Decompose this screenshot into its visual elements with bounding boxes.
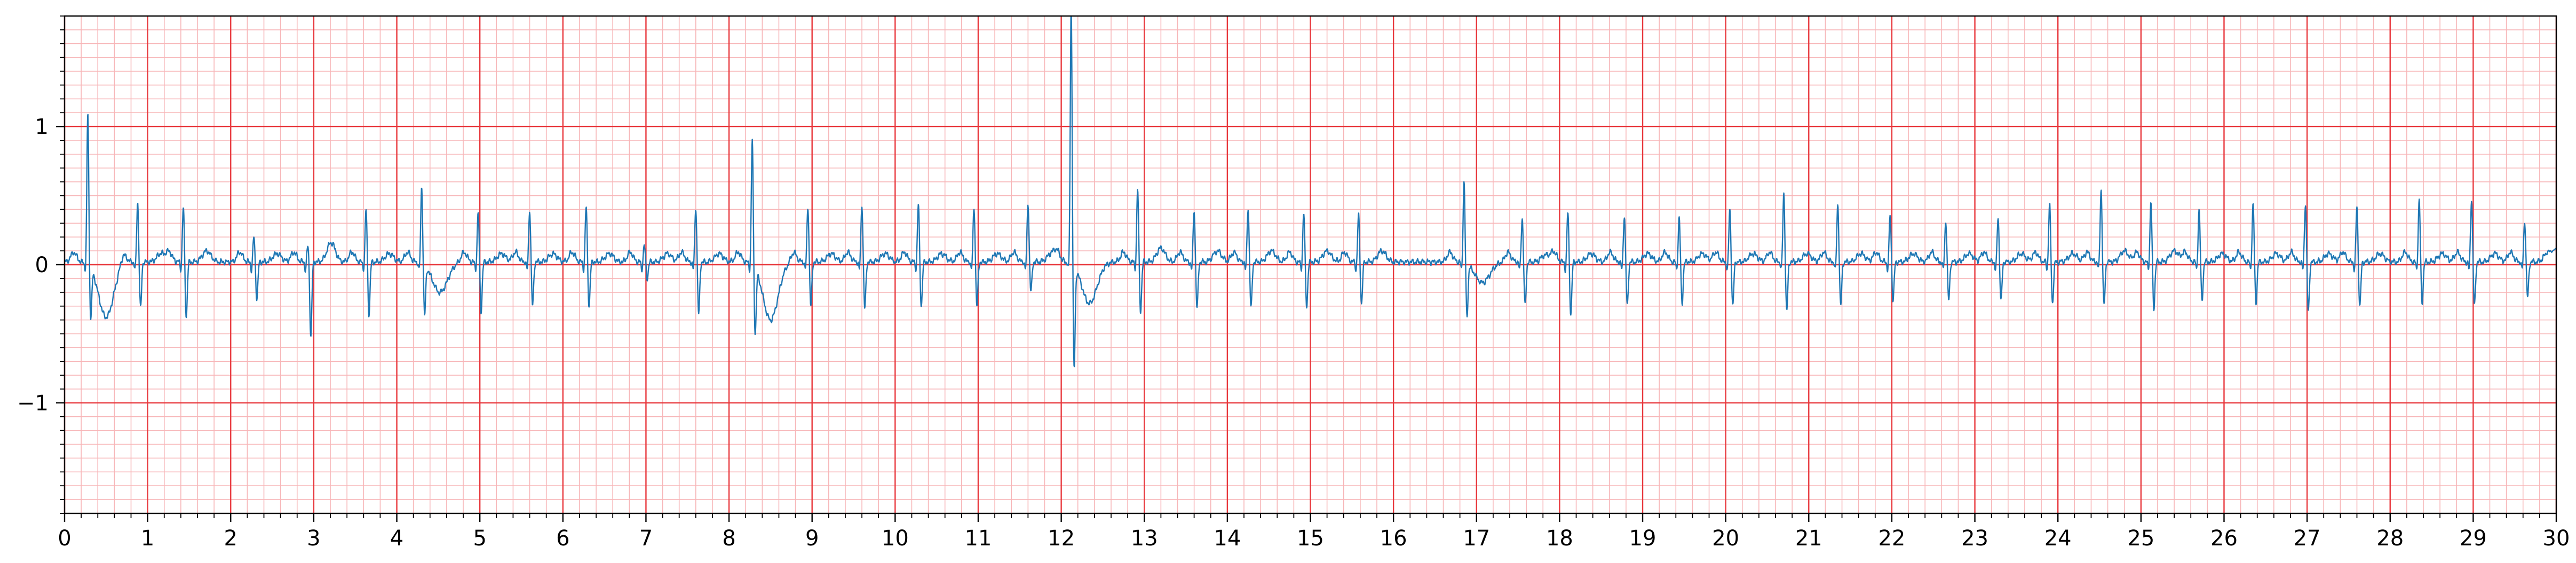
tick-marks [56, 15, 2557, 522]
x-tick-label: 1 [141, 526, 154, 551]
x-tick-label: 11 [965, 526, 992, 551]
x-tick-label: 15 [1297, 526, 1324, 551]
x-tick-label: 12 [1048, 526, 1075, 551]
ecg-trace-layer [65, 16, 2556, 368]
x-tick-label: 16 [1380, 526, 1407, 551]
x-tick-label: 27 [2294, 526, 2321, 551]
x-tick-label: 24 [2044, 526, 2072, 551]
tick-labels: 0 1 2 3 4 5 6 7 8 9 10 11 12 13 14 15 16 17 18 19 20 21 22 23 24… [17, 115, 2570, 551]
y-tick-label: 0 [35, 253, 49, 277]
x-tick-label: 26 [2210, 526, 2238, 551]
y-tick-label: −1 [17, 391, 49, 416]
x-tick-label: 30 [2543, 526, 2570, 551]
x-tick-label: 5 [473, 526, 486, 551]
x-tick-label: 21 [1795, 526, 1822, 551]
x-tick-label: 2 [224, 526, 237, 551]
x-tick-label: 6 [556, 526, 569, 551]
x-tick-label: 14 [1214, 526, 1241, 551]
x-tick-label: 28 [2376, 526, 2404, 551]
x-tick-label: 13 [1131, 526, 1158, 551]
x-tick-label: 9 [805, 526, 819, 551]
x-tick-label: 0 [58, 526, 71, 551]
x-tick-label: 3 [307, 526, 320, 551]
ecg-trace-line [65, 16, 2556, 368]
x-tick-label: 29 [2460, 526, 2487, 551]
y-tick-label: 1 [35, 115, 49, 139]
x-tick-label: 4 [390, 526, 403, 551]
x-tick-label: 7 [639, 526, 653, 551]
x-tick-label: 22 [1878, 526, 1905, 551]
x-tick-label: 23 [1961, 526, 1988, 551]
x-tick-label: 19 [1629, 526, 1656, 551]
major-grid [64, 16, 2557, 513]
x-tick-label: 17 [1463, 526, 1490, 551]
x-tick-label: 10 [882, 526, 909, 551]
x-tick-label: 8 [722, 526, 735, 551]
x-tick-label: 20 [1712, 526, 1739, 551]
x-tick-label: 25 [2127, 526, 2154, 551]
x-tick-label: 18 [1546, 526, 1573, 551]
